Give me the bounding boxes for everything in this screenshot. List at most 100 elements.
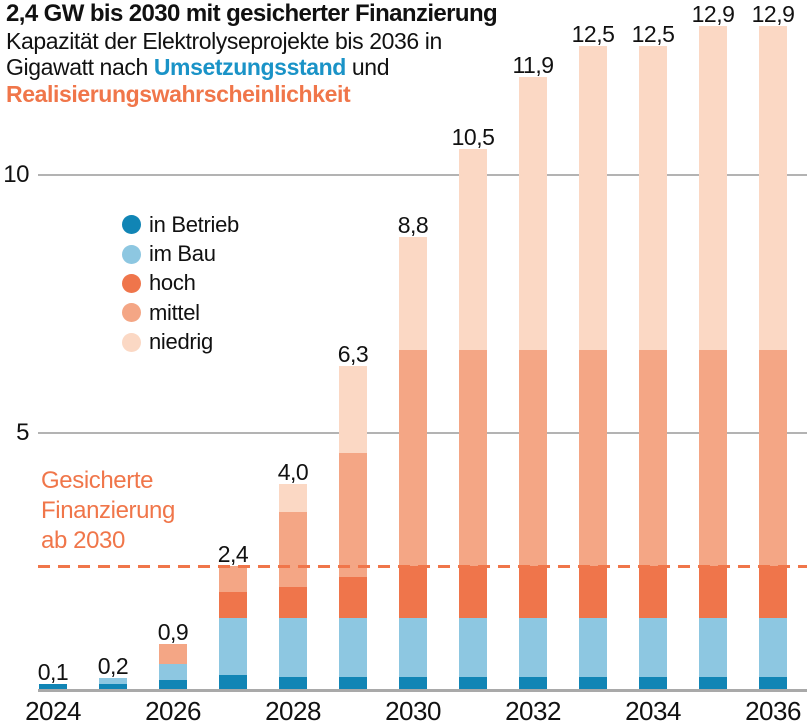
bar-total-label-2031: 10,5 bbox=[451, 124, 495, 151]
bar-segment-2025-im-bau bbox=[99, 678, 127, 684]
bar-segment-2034-im-bau bbox=[639, 617, 667, 678]
bar-segment-2035-mittel bbox=[699, 350, 727, 567]
bar-total-label-2025: 0,2 bbox=[97, 653, 129, 679]
bar-segment-2029-mittel bbox=[339, 453, 367, 577]
y-axis-label-5: 5 bbox=[16, 418, 29, 446]
subtitle-text-post: und bbox=[345, 54, 390, 80]
chart-header: 2,4 GW bis 2030 mit gesicherter Finanzie… bbox=[6, 0, 498, 107]
subtitle-highlight-umsetzungsstand: Umsetzungsstand bbox=[153, 54, 346, 80]
x-tick-2024: 2024 bbox=[25, 696, 81, 726]
x-tick-2032: 2032 bbox=[505, 696, 561, 726]
legend-dot-hoch-icon bbox=[122, 273, 141, 293]
gridline-10 bbox=[38, 174, 807, 176]
bar-segment-2028-mittel bbox=[279, 512, 307, 587]
bar-segment-2029-in-betrieb bbox=[339, 677, 367, 690]
legend-dot-niedrig-icon bbox=[122, 332, 141, 352]
bar-total-label-2027: 2,4 bbox=[217, 541, 249, 568]
bar-segment-2031-im-bau bbox=[459, 617, 487, 678]
bar-segment-2032-hoch bbox=[519, 566, 547, 618]
legend-item-in-betrieb: in Betrieb bbox=[122, 210, 239, 239]
bar-segment-2030-in-betrieb bbox=[399, 677, 427, 690]
bar-segment-2036-hoch bbox=[759, 566, 787, 618]
bar-total-label-2032: 11,9 bbox=[512, 52, 554, 79]
legend-label-im-bau: im Bau bbox=[149, 241, 216, 267]
bar-segment-2025-in-betrieb bbox=[99, 684, 127, 690]
bar-segment-2028-im-bau bbox=[279, 617, 307, 678]
bar-segment-2034-mittel bbox=[639, 350, 667, 567]
legend-item-hoch: hoch bbox=[122, 269, 239, 298]
bar-total-label-2026: 0,9 bbox=[157, 618, 189, 645]
bar-segment-2036-in-betrieb bbox=[759, 677, 787, 690]
bar-segment-2030-hoch bbox=[399, 566, 427, 618]
legend-label-hoch: hoch bbox=[149, 270, 196, 296]
x-tick-2036: 2036 bbox=[745, 696, 801, 726]
bar-segment-2029-hoch bbox=[339, 576, 367, 618]
bar-total-label-2029: 6,3 bbox=[337, 340, 369, 367]
x-tick-2026: 2026 bbox=[145, 696, 201, 726]
chart-subtitle-line3: Realisierungswahrscheinlichkeit bbox=[6, 80, 351, 107]
legend-label-in-betrieb: in Betrieb bbox=[149, 211, 239, 237]
bar-segment-2027-mittel bbox=[219, 566, 247, 593]
legend-dot-mittel-icon bbox=[122, 303, 141, 323]
chart-subtitle-line2: Gigawatt nach Umsetzungsstand und bbox=[6, 54, 497, 81]
annotation-line-2: Finanzierung bbox=[41, 497, 175, 524]
annotation-line-1: Gesicherte bbox=[41, 467, 154, 494]
bar-segment-2030-mittel bbox=[399, 350, 427, 567]
bar-segment-2027-in-betrieb bbox=[219, 674, 247, 690]
bar-segment-2027-im-bau bbox=[219, 617, 247, 675]
bar-segment-2024-in-betrieb bbox=[39, 684, 67, 690]
bar-total-label-2033: 12,5 bbox=[571, 21, 615, 48]
bar-segment-2029-im-bau bbox=[339, 617, 367, 678]
y-axis-label-10: 10 bbox=[3, 161, 29, 188]
x-tick-2030: 2030 bbox=[385, 696, 441, 726]
x-tick-2028: 2028 bbox=[265, 696, 321, 726]
bar-segment-2030-im-bau bbox=[399, 617, 427, 678]
x-tick-2034: 2034 bbox=[625, 696, 681, 726]
bar-segment-2032-im-bau bbox=[519, 617, 547, 678]
bar-total-label-2035: 12,9 bbox=[691, 0, 735, 27]
bar-segment-2030-niedrig bbox=[399, 236, 427, 351]
bar-segment-2035-hoch bbox=[699, 566, 727, 618]
legend-item-mittel: mittel bbox=[122, 298, 239, 327]
bar-segment-2034-hoch bbox=[639, 566, 667, 618]
bar-segment-2031-niedrig bbox=[459, 149, 487, 351]
bar-total-label-2034: 12,5 bbox=[631, 21, 675, 48]
bar-segment-2028-niedrig bbox=[279, 484, 307, 513]
legend-dot-in-betrieb-icon bbox=[122, 215, 141, 235]
bar-segment-2026-in-betrieb bbox=[159, 679, 187, 690]
bar-segment-2035-in-betrieb bbox=[699, 677, 727, 690]
bar-total-label-2036: 12,9 bbox=[751, 0, 795, 27]
bar-segment-2031-hoch bbox=[459, 566, 487, 618]
bar-segment-2036-niedrig bbox=[759, 25, 787, 351]
reference-line-dashed bbox=[38, 564, 807, 568]
bar-segment-2026-im-bau bbox=[159, 664, 187, 680]
legend-item-im-bau: im Bau bbox=[122, 239, 239, 268]
bar-total-label-2024: 0,1 bbox=[37, 659, 69, 685]
bar-segment-2036-im-bau bbox=[759, 617, 787, 678]
bar-segment-2026-mittel bbox=[159, 643, 187, 665]
bar-segment-2035-niedrig bbox=[699, 25, 727, 351]
bar-segment-2029-niedrig bbox=[339, 365, 367, 454]
bar-segment-2032-in-betrieb bbox=[519, 677, 547, 690]
bar-segment-2033-in-betrieb bbox=[579, 677, 607, 690]
bar-segment-2032-niedrig bbox=[519, 77, 547, 351]
bar-segment-2031-mittel bbox=[459, 350, 487, 567]
chart-subtitle-line1: Kapazität der Elektrolyseprojekte bis 20… bbox=[6, 27, 442, 54]
bar-segment-2032-mittel bbox=[519, 350, 547, 567]
bar-segment-2036-mittel bbox=[759, 350, 787, 567]
bar-segment-2033-im-bau bbox=[579, 617, 607, 678]
legend-label-mittel: mittel bbox=[149, 299, 200, 325]
bar-segment-2028-hoch bbox=[279, 587, 307, 618]
bar-segment-2033-niedrig bbox=[579, 46, 607, 351]
bar-segment-2028-in-betrieb bbox=[279, 677, 307, 690]
subtitle-text-pre: Gigawatt nach bbox=[6, 54, 154, 80]
bar-segment-2031-in-betrieb bbox=[459, 677, 487, 690]
legend-dot-im-bau-icon bbox=[122, 244, 141, 264]
bar-segment-2035-im-bau bbox=[699, 617, 727, 678]
chart-legend: in Betrieb im Bau hoch mittel niedrig bbox=[122, 210, 239, 357]
legend-label-niedrig: niedrig bbox=[149, 329, 213, 355]
bar-total-label-2028: 4,0 bbox=[277, 459, 309, 485]
bar-segment-2034-in-betrieb bbox=[639, 677, 667, 690]
x-axis-line bbox=[38, 689, 807, 692]
